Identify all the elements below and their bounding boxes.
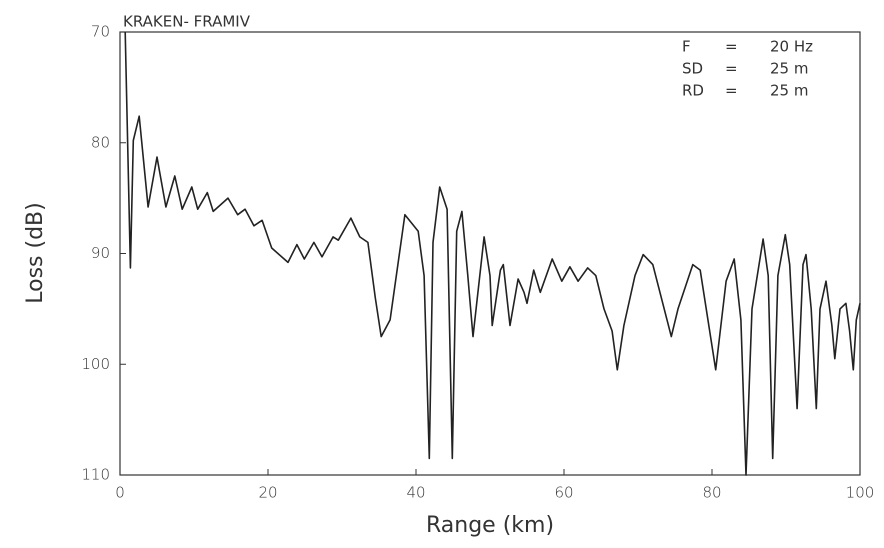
annotation: F [682,38,691,56]
x-tick-label: 20 [258,484,277,502]
chart-title: KRAKEN- FRAMIV [123,13,251,31]
y-tick-label: 90 [91,244,110,262]
y-tick-label: 110 [81,466,110,484]
annotation: 25 m [770,82,808,100]
annotation: = [725,38,738,56]
x-tick-label: 60 [554,484,573,502]
annotation: 25 m [770,60,808,78]
y-tick-label: 80 [91,133,110,151]
x-tick-label: 80 [702,484,721,502]
x-tick-label: 100 [846,484,875,502]
y-tick-label: 70 [91,23,110,41]
x-tick-label: 0 [115,484,125,502]
y-axis-label: Loss (dB) [23,202,48,303]
y-tick-label: 100 [81,355,110,373]
loss-line [124,31,861,476]
annotation: = [725,82,738,100]
annotation: RD [682,82,704,100]
annotation: SD [682,60,703,78]
annotation: 20 Hz [770,38,813,56]
x-axis-label: Range (km) [426,513,554,538]
annotation: = [725,60,738,78]
x-tick-label: 40 [406,484,425,502]
